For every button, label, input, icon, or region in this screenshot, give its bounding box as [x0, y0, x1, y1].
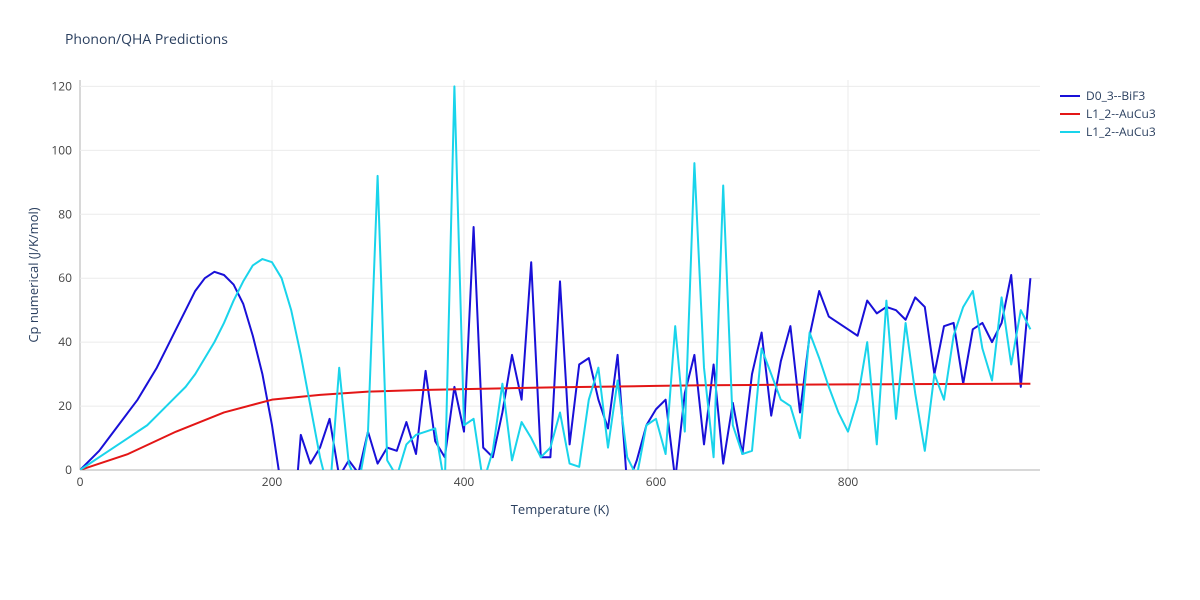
legend-label: L1_2--AuCu3: [1086, 106, 1156, 122]
y-tick-label: 0: [65, 461, 72, 478]
legend-swatch: [1060, 131, 1080, 133]
legend-label: L1_2--AuCu3: [1086, 124, 1156, 140]
x-tick-label: 400: [454, 473, 475, 490]
x-tick-label: 200: [262, 473, 283, 490]
y-tick-label: 60: [58, 269, 72, 286]
y-tick-label: 120: [51, 77, 72, 94]
y-tick-label: 80: [58, 205, 72, 222]
y-tick-label: 100: [51, 141, 72, 158]
y-axis-label: Cp numerical (J/K/mol): [24, 80, 42, 470]
x-tick-label: 0: [77, 473, 84, 490]
legend-swatch: [1060, 95, 1080, 97]
chart-container: Phonon/QHA Predictions 02004006008000204…: [0, 0, 1200, 600]
legend: D0_3--BiF3 L1_2--AuCu3 L1_2--AuCu3: [1060, 88, 1156, 142]
x-tick-label: 800: [838, 473, 859, 490]
legend-item[interactable]: L1_2--AuCu3: [1060, 124, 1156, 140]
x-tick-label: 600: [646, 473, 667, 490]
legend-item[interactable]: L1_2--AuCu3: [1060, 106, 1156, 122]
legend-label: D0_3--BiF3: [1086, 88, 1145, 104]
legend-item[interactable]: D0_3--BiF3: [1060, 88, 1156, 104]
y-tick-label: 40: [58, 333, 72, 350]
legend-swatch: [1060, 113, 1080, 115]
x-axis-label: Temperature (K): [80, 500, 1040, 518]
y-tick-label: 20: [58, 397, 72, 414]
